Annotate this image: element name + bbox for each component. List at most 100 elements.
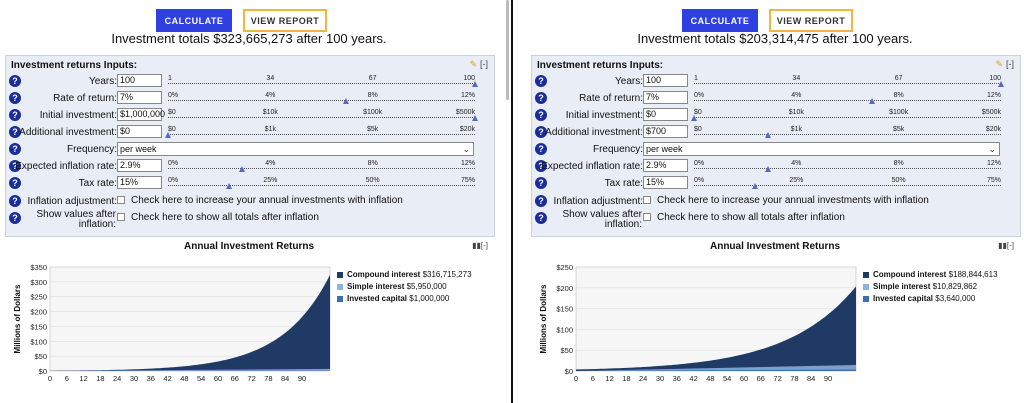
rate-slider[interactable]: 0% 4% 8% 12% <box>694 90 1001 107</box>
rate-input[interactable]: 7% <box>643 91 688 104</box>
frequency-select[interactable]: per week ⌄ <box>117 142 474 156</box>
help-icon[interactable]: ? <box>9 143 21 155</box>
inflation-adjustment-checkbox[interactable] <box>643 196 651 204</box>
frequency-select[interactable]: per week ⌄ <box>643 142 1000 156</box>
pencil-icon[interactable]: ✎ <box>469 59 477 69</box>
chart-collapse-toggle[interactable]: [-] <box>480 241 488 250</box>
help-icon[interactable]: ? <box>9 195 21 207</box>
view-report-button[interactable]: VIEW REPORT <box>243 9 327 32</box>
additional-slider[interactable]: $0 $1k $5k $20k <box>694 124 1001 141</box>
initial-input[interactable]: $1,000,000 <box>117 108 165 121</box>
help-icon[interactable]: ? <box>535 143 547 155</box>
tax-slider[interactable]: 0% 25% 50% 75% <box>168 175 475 192</box>
slider-track[interactable] <box>694 83 1001 84</box>
help-icon[interactable]: ? <box>9 92 21 104</box>
help-icon[interactable]: ? <box>9 212 21 224</box>
slider-track[interactable] <box>694 100 1001 101</box>
show-after-inflation-checkbox[interactable] <box>643 213 651 221</box>
slider-handle[interactable] <box>165 132 171 138</box>
slider-track[interactable] <box>168 117 475 118</box>
slider-track[interactable] <box>168 83 475 84</box>
chart-collapse-toggle[interactable]: [-] <box>1006 241 1014 250</box>
help-icon[interactable]: ? <box>9 75 21 87</box>
calculate-button[interactable]: CALCULATE <box>682 9 758 32</box>
initial-slider[interactable]: $0 $10k $100k $500k <box>691 107 1001 124</box>
slider-handle[interactable] <box>472 115 478 121</box>
initial-slider[interactable]: $0 $10k $100k $500k <box>168 107 478 124</box>
inflation-slider[interactable]: 0% 4% 8% 12% <box>694 158 1001 175</box>
help-icon[interactable]: ? <box>535 109 547 121</box>
x-tick-label: 48 <box>180 374 188 383</box>
slider-track[interactable] <box>694 134 1001 135</box>
view-report-button[interactable]: VIEW REPORT <box>769 9 853 32</box>
scrollbar-thumb[interactable] <box>506 0 509 100</box>
slider-track[interactable] <box>168 185 475 186</box>
initial-input[interactable]: $0 <box>643 108 688 121</box>
slider-track[interactable] <box>694 185 1001 186</box>
years-input[interactable]: 100 <box>117 74 162 87</box>
rate-slider[interactable]: 0% 4% 8% 12% <box>168 90 475 107</box>
chart-tools: ▮▮[-] <box>998 241 1014 250</box>
slider-tick-label: 0% <box>694 92 705 99</box>
help-icon[interactable]: ? <box>535 195 547 207</box>
slider-track[interactable] <box>694 117 1001 118</box>
help-icon[interactable]: ? <box>535 160 547 172</box>
x-tick-label: 36 <box>147 374 155 383</box>
collapse-toggle[interactable]: [-] <box>1006 59 1014 69</box>
x-tick-label: 0 <box>574 374 578 383</box>
calculate-button[interactable]: CALCULATE <box>156 9 232 32</box>
slider-handle[interactable] <box>764 166 771 172</box>
years-slider[interactable]: 1 34 67 100 <box>168 73 478 90</box>
slider-track[interactable] <box>168 100 475 101</box>
chart-type-icon[interactable]: ▮▮ <box>998 241 1007 250</box>
slider-handle[interactable] <box>764 132 771 138</box>
help-icon[interactable]: ? <box>535 212 547 224</box>
help-icon[interactable]: ? <box>535 75 547 87</box>
additional-slider[interactable]: $0 $1k $5k $20k <box>165 124 475 141</box>
slider-handle[interactable] <box>226 183 233 189</box>
help-icon[interactable]: ? <box>9 177 21 189</box>
show-after-inflation-checkbox[interactable] <box>117 213 125 221</box>
slider-track[interactable] <box>168 134 475 135</box>
investment-totals: Investment totals $323,665,273 after 100… <box>111 31 387 46</box>
tax-slider[interactable]: 0% 25% 50% 75% <box>694 175 1001 192</box>
help-icon[interactable]: ? <box>535 92 547 104</box>
help-icon[interactable]: ? <box>535 177 547 189</box>
inflation-adjustment-checkbox[interactable] <box>117 196 125 204</box>
slider-handle[interactable] <box>343 98 350 104</box>
slider-tick-label: $1k <box>264 126 276 133</box>
x-tick-label: 60 <box>214 374 222 383</box>
additional-input[interactable]: $0 <box>117 125 162 138</box>
slider-handle[interactable] <box>869 98 876 104</box>
slider-tick-label: 67 <box>894 75 903 82</box>
help-icon[interactable]: ? <box>9 109 21 121</box>
chart-tools: ▮▮[-] <box>472 241 488 250</box>
help-icon[interactable]: ? <box>535 126 547 138</box>
inflation-slider[interactable]: 0% 4% 8% 12% <box>168 158 475 175</box>
additional-input[interactable]: $700 <box>643 125 688 138</box>
tax-input[interactable]: 15% <box>643 176 688 189</box>
years-slider[interactable]: 1 34 67 100 <box>694 73 1004 90</box>
years-input[interactable]: 100 <box>643 74 688 87</box>
rate-input[interactable]: 7% <box>117 91 162 104</box>
slider-handle[interactable] <box>998 81 1004 87</box>
inflation-input[interactable]: 2.9% <box>643 159 688 172</box>
inflation-row: ? Expected inflation rate: 2.9% 0% 4% 8% 12… <box>532 158 1022 175</box>
x-tick-label: 48 <box>706 374 714 383</box>
slider-handle[interactable] <box>238 166 245 172</box>
collapse-toggle[interactable]: [-] <box>480 59 488 69</box>
slider-handle[interactable] <box>472 81 478 87</box>
inflation-input[interactable]: 2.9% <box>117 159 162 172</box>
slider-handle[interactable] <box>691 115 697 121</box>
slider-tick-label: 34 <box>792 75 801 82</box>
slider-track[interactable] <box>694 168 1001 169</box>
slider-track[interactable] <box>168 168 475 169</box>
help-icon[interactable]: ? <box>9 126 21 138</box>
help-icon[interactable]: ? <box>9 160 21 172</box>
legend-simple-swatch <box>337 284 343 290</box>
pencil-icon[interactable]: ✎ <box>995 59 1003 69</box>
slider-handle[interactable] <box>752 183 759 189</box>
chart-type-icon[interactable]: ▮▮ <box>472 241 481 250</box>
tax-input[interactable]: 15% <box>117 176 162 189</box>
